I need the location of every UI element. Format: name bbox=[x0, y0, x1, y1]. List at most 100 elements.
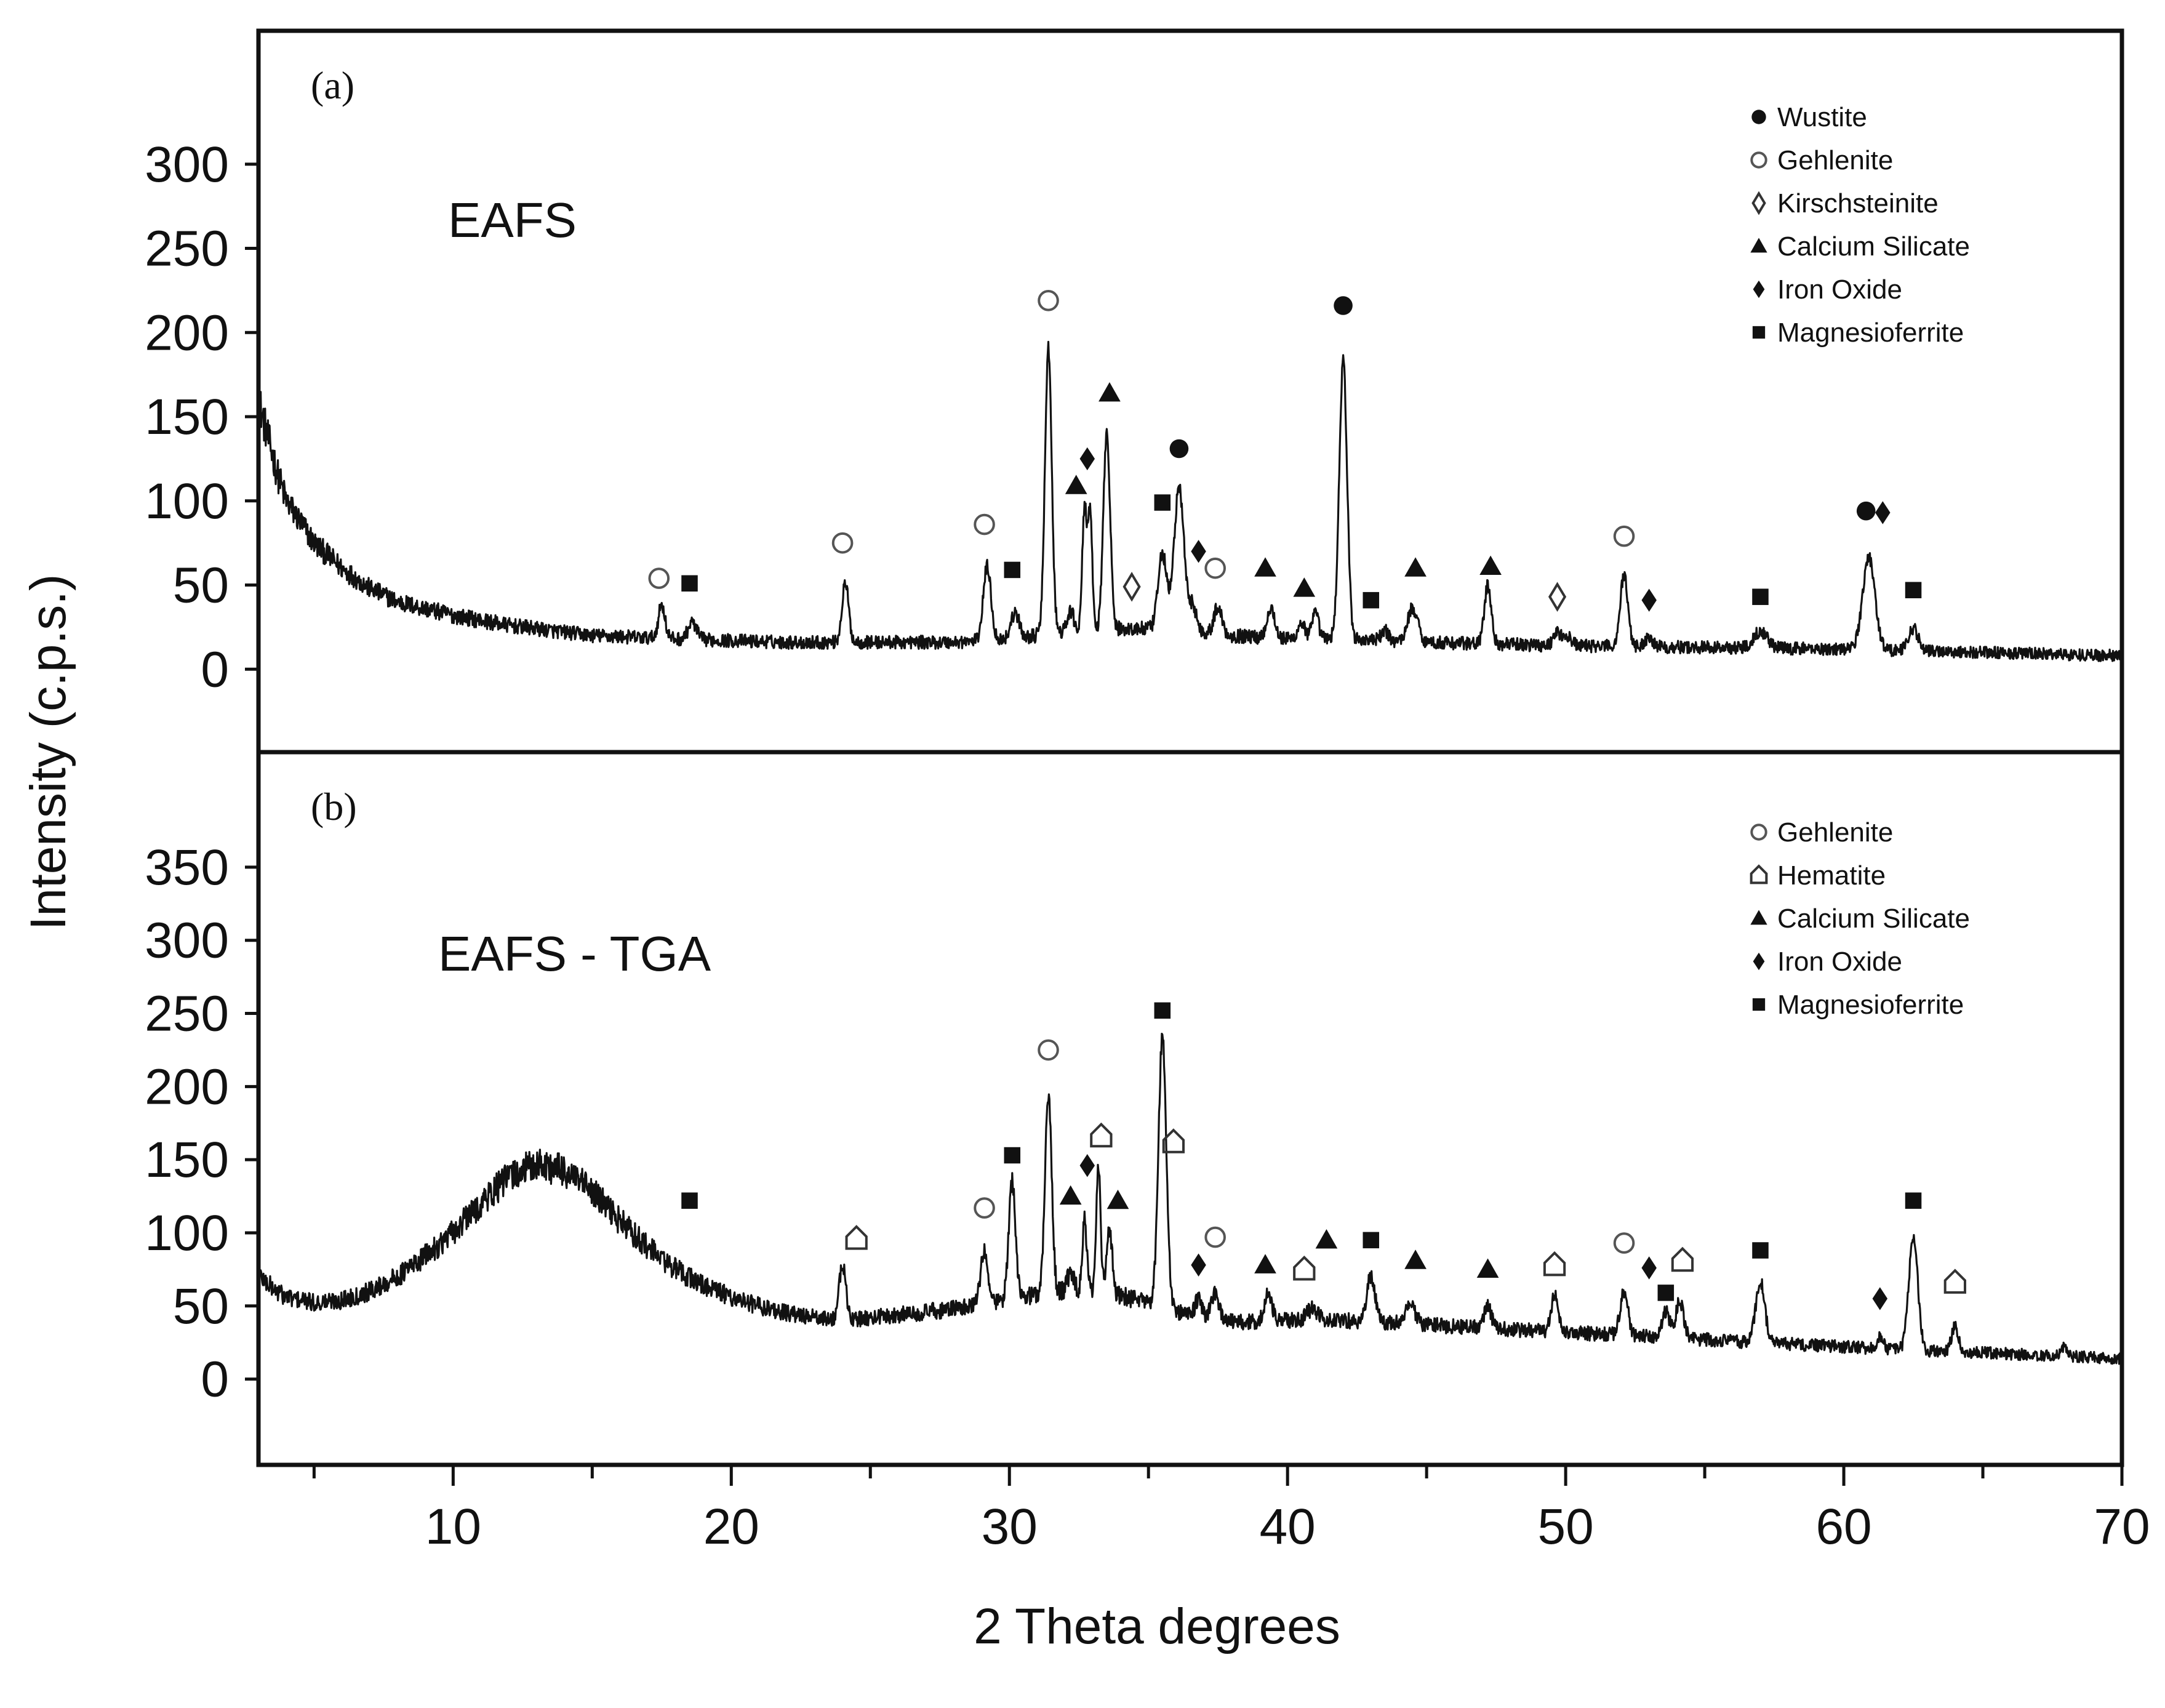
magnesioferrite-marker bbox=[1363, 1232, 1380, 1249]
y-tick-label: 200 bbox=[145, 1059, 229, 1115]
y-tick-label: 50 bbox=[173, 1278, 229, 1334]
legend-symbol bbox=[1752, 998, 1766, 1011]
magnesioferrite-marker bbox=[1154, 1002, 1171, 1019]
legend-entry: Hematite bbox=[1777, 860, 1886, 891]
y-tick-label: 300 bbox=[145, 137, 229, 193]
hematite-marker bbox=[845, 1225, 868, 1250]
calcium-silicate-marker bbox=[1315, 1229, 1338, 1249]
x-tick-label: 70 bbox=[2094, 1499, 2150, 1555]
calcium-silicate-marker bbox=[1479, 555, 1502, 575]
y-tick-label: 150 bbox=[145, 1132, 229, 1188]
plot-frame bbox=[256, 28, 2124, 1467]
magnesioferrite-marker bbox=[1657, 1285, 1675, 1301]
panel-b: 0 50 100 150 200 250 300 350 (b) EAFS - TGA Gehlen… bbox=[145, 785, 2150, 1555]
iron-oxide-marker bbox=[1079, 447, 1095, 471]
magnesioferrite-marker bbox=[1363, 591, 1380, 609]
y-tick-label: 350 bbox=[145, 840, 229, 896]
legend-entry: Calcium Silicate bbox=[1777, 231, 1970, 262]
iron-oxide-marker bbox=[1872, 1287, 1888, 1310]
calcium-silicate-marker bbox=[1404, 557, 1427, 577]
x-tick-label: 30 bbox=[982, 1499, 1038, 1555]
panel-a: 0 50 100 150 200 250 300 (a) EAFS Wustite Gehlenit… bbox=[145, 63, 2123, 697]
hematite-marker bbox=[1162, 1128, 1185, 1153]
magnesioferrite-marker bbox=[1004, 561, 1021, 579]
iron-oxide-marker bbox=[1079, 1153, 1095, 1177]
legend-entry: Magnesioferrite bbox=[1777, 990, 1964, 1020]
legend-symbol bbox=[1752, 326, 1766, 339]
calcium-silicate-marker bbox=[1065, 475, 1087, 494]
calcium-silicate-marker bbox=[1476, 1258, 1499, 1278]
magnesioferrite-marker bbox=[1752, 588, 1769, 605]
panel-tag: (b) bbox=[311, 785, 357, 828]
y-tick-label: 250 bbox=[145, 986, 229, 1042]
legend-entry: Calcium Silicate bbox=[1777, 904, 1970, 934]
y-tick-label: 100 bbox=[145, 473, 229, 529]
gehlenite-marker bbox=[1613, 1232, 1635, 1254]
hematite-marker bbox=[1943, 1269, 1966, 1294]
kirschsteinite-marker bbox=[1548, 582, 1567, 612]
legend-symbol bbox=[1753, 952, 1765, 971]
y-axis-title: Intensity (c.p.s.) bbox=[20, 574, 76, 931]
calcium-silicate-marker bbox=[1059, 1185, 1082, 1205]
iron-oxide-marker bbox=[1191, 540, 1206, 563]
gehlenite-marker bbox=[1038, 290, 1059, 311]
wustite-marker bbox=[1856, 501, 1876, 521]
calcium-silicate-marker bbox=[1254, 1254, 1276, 1273]
x-tick-label: 10 bbox=[425, 1499, 481, 1555]
iron-oxide-marker bbox=[1641, 588, 1657, 612]
magnesioferrite-marker bbox=[1154, 494, 1171, 511]
wustite-marker bbox=[1334, 296, 1353, 315]
legend-symbol bbox=[1750, 151, 1767, 169]
legend-symbol bbox=[1751, 191, 1766, 215]
y-tick-label: 0 bbox=[201, 641, 229, 697]
magnesioferrite-marker bbox=[1905, 582, 1922, 599]
calcium-silicate-marker bbox=[1099, 382, 1121, 402]
legend-entry: Gehlenite bbox=[1777, 817, 1893, 848]
xrd-trace bbox=[257, 1032, 2123, 1365]
gehlenite-marker bbox=[1613, 525, 1635, 547]
y-tick-label: 250 bbox=[145, 221, 229, 277]
hematite-marker bbox=[1293, 1256, 1316, 1281]
sample-label: EAFS bbox=[448, 193, 577, 247]
y-tick-label: 200 bbox=[145, 305, 229, 361]
gehlenite-marker bbox=[974, 1197, 995, 1219]
magnesioferrite-marker bbox=[681, 575, 698, 592]
hematite-marker bbox=[1671, 1246, 1694, 1272]
gehlenite-marker bbox=[1204, 557, 1226, 579]
panel-tag: (a) bbox=[311, 63, 354, 107]
y-tick-label: 100 bbox=[145, 1205, 229, 1261]
y-tick-label: 0 bbox=[201, 1352, 229, 1408]
legend-entry: Wustite bbox=[1777, 102, 1867, 132]
magnesioferrite-marker bbox=[681, 1192, 698, 1209]
magnesioferrite-marker bbox=[1004, 1147, 1021, 1164]
sample-label: EAFS - TGA bbox=[438, 926, 711, 981]
gehlenite-marker bbox=[974, 513, 995, 535]
legend-symbol bbox=[1753, 280, 1765, 299]
calcium-silicate-marker bbox=[1254, 557, 1276, 577]
magnesioferrite-marker bbox=[1752, 1242, 1769, 1259]
legend-entry: Iron Oxide bbox=[1777, 275, 1902, 305]
iron-oxide-marker bbox=[1191, 1253, 1206, 1277]
gehlenite-marker bbox=[648, 567, 670, 589]
gehlenite-marker bbox=[1204, 1226, 1226, 1248]
legend-symbol bbox=[1750, 824, 1767, 841]
iron-oxide-marker bbox=[1641, 1256, 1657, 1280]
legend-symbol bbox=[1751, 110, 1766, 124]
kirschsteinite-marker bbox=[1123, 571, 1141, 602]
legend-entry: Magnesioferrite bbox=[1777, 318, 1964, 348]
gehlenite-marker bbox=[1038, 1039, 1059, 1061]
legend-symbol bbox=[1750, 910, 1767, 925]
legend-symbol bbox=[1750, 864, 1768, 884]
xrd-trace bbox=[257, 340, 2123, 662]
calcium-silicate-marker bbox=[1404, 1249, 1427, 1269]
gehlenite-marker bbox=[831, 532, 854, 554]
x-tick-label: 20 bbox=[703, 1499, 759, 1555]
y-tick-label: 50 bbox=[173, 558, 229, 614]
hematite-marker bbox=[1543, 1251, 1566, 1277]
legend-entry: Kirschsteinite bbox=[1777, 188, 1939, 219]
y-tick-label: 300 bbox=[145, 913, 229, 969]
x-tick-label: 50 bbox=[1538, 1499, 1594, 1555]
x-tick-label: 60 bbox=[1815, 1499, 1871, 1555]
legend-symbol bbox=[1750, 238, 1767, 253]
